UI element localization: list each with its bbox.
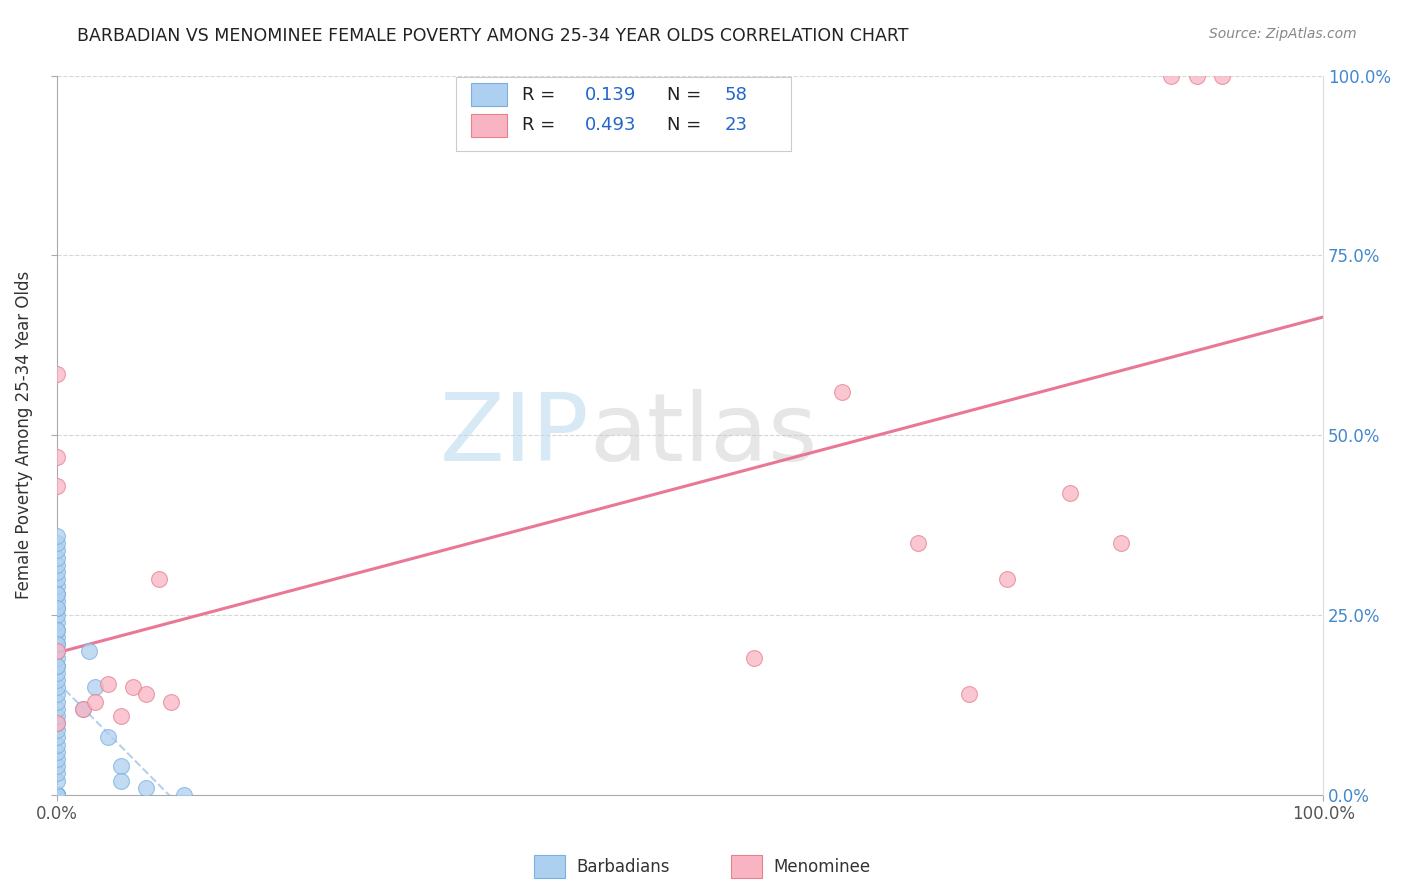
Point [46, 558, 69, 572]
Point [46, 658, 69, 673]
Point [148, 572, 170, 586]
Text: Menominee: Menominee [773, 858, 870, 876]
Point [46, 709, 69, 723]
Point [46, 586, 69, 600]
Text: Barbadians: Barbadians [576, 858, 671, 876]
Text: 58: 58 [724, 86, 747, 104]
Text: 0.139: 0.139 [585, 86, 637, 104]
Point [1059, 486, 1081, 500]
Point [46, 759, 69, 773]
Point [46, 608, 69, 623]
Y-axis label: Female Poverty Among 25-34 Year Olds: Female Poverty Among 25-34 Year Olds [15, 271, 32, 599]
Point [46, 658, 69, 673]
Point [46, 637, 69, 651]
Point [46, 766, 69, 780]
Point [135, 780, 157, 795]
Point [72, 702, 94, 716]
Point [46, 623, 69, 637]
FancyBboxPatch shape [471, 113, 506, 136]
Point [46, 694, 69, 708]
Point [46, 543, 69, 558]
Point [46, 601, 69, 615]
Point [46, 716, 69, 731]
Text: R =: R = [522, 116, 561, 134]
Point [46, 615, 69, 630]
Point [135, 687, 157, 701]
Point [46, 630, 69, 644]
Point [110, 709, 132, 723]
Point [46, 788, 69, 802]
Text: 0.493: 0.493 [585, 116, 637, 134]
Point [46, 745, 69, 759]
Point [46, 680, 69, 694]
Point [742, 651, 765, 665]
Text: BARBADIAN VS MENOMINEE FEMALE POVERTY AMONG 25-34 YEAR OLDS CORRELATION CHART: BARBADIAN VS MENOMINEE FEMALE POVERTY AM… [77, 27, 908, 45]
Point [1185, 69, 1208, 83]
Point [46, 788, 69, 802]
Text: atlas: atlas [589, 389, 817, 482]
Point [46, 550, 69, 565]
Point [46, 788, 69, 802]
Point [46, 572, 69, 586]
Point [46, 586, 69, 600]
Point [46, 594, 69, 608]
Point [122, 680, 145, 694]
Point [1160, 69, 1182, 83]
Point [907, 536, 929, 550]
Point [46, 529, 69, 543]
Point [957, 687, 980, 701]
Point [46, 788, 69, 802]
Point [110, 759, 132, 773]
Point [46, 651, 69, 665]
Point [46, 665, 69, 680]
FancyBboxPatch shape [471, 84, 506, 106]
Point [160, 694, 183, 708]
Point [72, 702, 94, 716]
Point [46, 788, 69, 802]
Point [46, 738, 69, 752]
Point [46, 687, 69, 701]
FancyBboxPatch shape [456, 77, 792, 151]
Text: Source: ZipAtlas.com: Source: ZipAtlas.com [1209, 27, 1357, 41]
Point [46, 788, 69, 802]
Point [46, 644, 69, 658]
Point [46, 367, 69, 381]
Point [46, 623, 69, 637]
Text: ZIP: ZIP [439, 389, 589, 482]
Text: R =: R = [522, 86, 561, 104]
Point [46, 788, 69, 802]
Point [46, 478, 69, 492]
Point [84, 680, 107, 694]
Point [46, 450, 69, 464]
Point [97, 731, 120, 745]
Point [1109, 536, 1132, 550]
Point [110, 773, 132, 788]
Point [46, 637, 69, 651]
Text: N =: N = [668, 116, 707, 134]
Point [46, 773, 69, 788]
Point [46, 536, 69, 550]
Point [46, 579, 69, 593]
Point [46, 716, 69, 731]
Point [46, 702, 69, 716]
Text: 23: 23 [724, 116, 748, 134]
Point [46, 788, 69, 802]
Point [46, 788, 69, 802]
Point [46, 565, 69, 579]
Point [46, 752, 69, 766]
Point [173, 788, 195, 802]
Point [77, 644, 100, 658]
Text: N =: N = [668, 86, 707, 104]
Point [46, 673, 69, 687]
Point [46, 644, 69, 658]
Point [831, 385, 853, 400]
Point [46, 601, 69, 615]
Point [84, 694, 107, 708]
Point [1211, 69, 1233, 83]
Point [46, 723, 69, 738]
Point [97, 676, 120, 690]
Point [46, 731, 69, 745]
Point [46, 788, 69, 802]
Point [995, 572, 1018, 586]
